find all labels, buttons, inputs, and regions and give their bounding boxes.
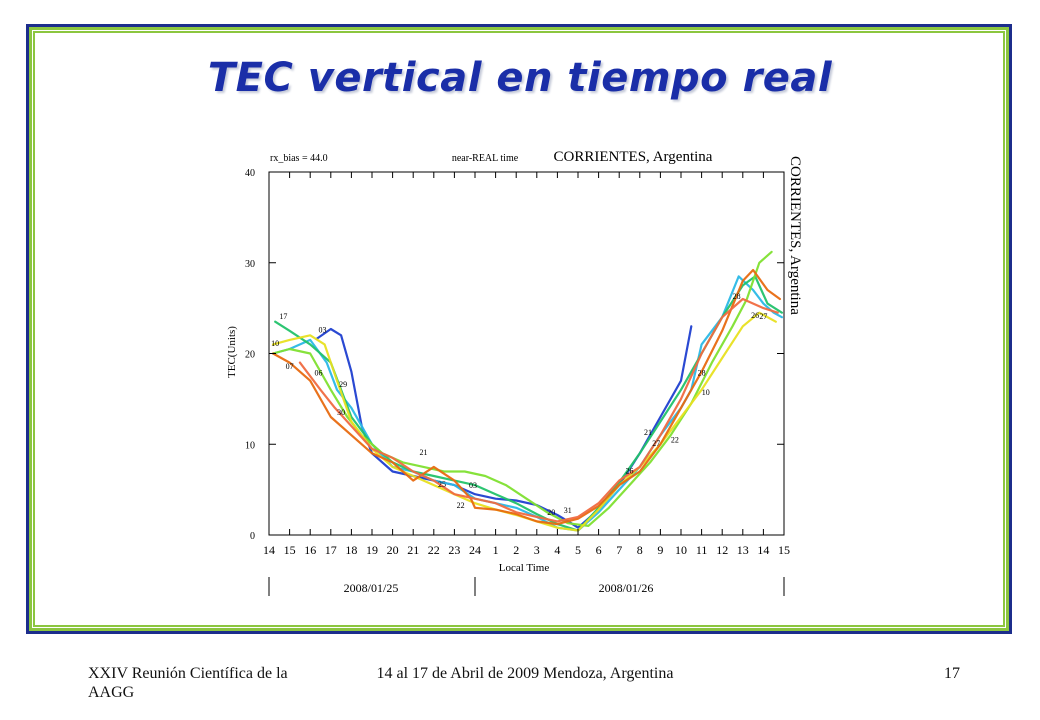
slide-frame-inner-border: [33, 31, 1005, 627]
x-tick-label: 23: [448, 543, 460, 557]
tec-chart: 17 10 03 07 06 29 30 21 25 03 22 20 31 26 27 22 21 28 10 26…: [210, 140, 830, 610]
y-tick-label: 30: [245, 259, 255, 270]
y-tick-label: 20: [245, 350, 255, 361]
x-tick-label: 9: [657, 543, 663, 557]
x-tick-label: 5: [575, 543, 581, 557]
x-tick-label: 17: [325, 543, 337, 557]
satellite-label: 28: [698, 368, 706, 377]
satellite-label: 27: [759, 312, 767, 321]
satellite-label: 21: [644, 428, 652, 437]
satellite-label: 29: [339, 380, 347, 389]
y-axis-label: TEC(Units): [226, 326, 238, 378]
satellite-label: 25: [438, 480, 446, 489]
x-tick-label: 15: [778, 543, 790, 557]
satellite-label: 27: [652, 439, 660, 448]
slide-frame: [26, 24, 1012, 634]
satellite-label: 03: [469, 481, 477, 490]
tec-series-3: [274, 275, 783, 532]
satellite-label: 28: [733, 292, 741, 301]
tec-series-4: [272, 250, 773, 527]
chart-header-left: rx_bias = 44.0: [270, 153, 328, 164]
y-tick-label: 10: [245, 440, 255, 451]
chart-header-center: near-REAL time: [452, 153, 519, 164]
x-tick-label: 11: [696, 543, 708, 557]
satellite-label: 17: [279, 312, 287, 321]
footer-left: XXIV Reunión Científica de la AAGG: [88, 665, 288, 701]
x-tick-label: 4: [554, 543, 560, 557]
satellite-label: 26: [626, 466, 634, 475]
satellite-label: 22: [671, 435, 679, 444]
satellite-label: 06: [314, 368, 322, 377]
x-tick-label: 3: [534, 543, 540, 557]
x-tick-label: 22: [428, 543, 440, 557]
x-tick-label: 8: [637, 543, 643, 557]
x-tick-label: 18: [345, 543, 357, 557]
satellite-label: 22: [457, 501, 465, 510]
satellite-label: 03: [319, 326, 327, 335]
page-number: 17: [944, 665, 960, 682]
x-tick-label: 21: [407, 543, 419, 557]
x-tick-label: 16: [304, 543, 316, 557]
chart-title: CORRIENTES, Argentina: [554, 149, 713, 165]
tec-series-2: [272, 275, 783, 532]
x-tick-label: 14: [263, 543, 275, 557]
x-tick-label: 24: [469, 543, 481, 557]
satellite-label: 31: [564, 506, 572, 515]
x-tick-label: 20: [387, 543, 399, 557]
tec-series-6: [272, 268, 781, 526]
slide-title: TEC vertical en tiempo real: [207, 55, 833, 101]
x-tick-label: 13: [737, 543, 749, 557]
x-tick-label: 19: [366, 543, 378, 557]
x-tick-label: 2: [513, 543, 519, 557]
satellite-label: 30: [337, 408, 345, 417]
x-tick-label: 7: [616, 543, 622, 557]
y-tick-label: 40: [245, 168, 255, 179]
footer-center: 14 al 17 de Abril de 2009 Mendoza, Argen…: [376, 665, 674, 682]
satellite-label: 10: [702, 388, 710, 397]
tec-series-7: [298, 297, 779, 523]
satellite-label: 20: [547, 508, 555, 517]
x-tick-label: 15: [284, 543, 296, 557]
date-label-1: 2008/01/25: [344, 581, 399, 595]
date-label-2: 2008/01/26: [599, 581, 654, 595]
satellite-label: 21: [420, 448, 428, 457]
y-tick-label: 0: [250, 531, 255, 542]
x-tick-label: 6: [596, 543, 602, 557]
satellite-label: 07: [286, 362, 294, 371]
x-axis-label: Local Time: [499, 562, 550, 574]
x-tick-label: 1: [493, 543, 499, 557]
satellite-label: 10: [271, 339, 279, 348]
satellite-label: 26: [751, 311, 759, 320]
x-tick-label: 14: [757, 543, 769, 557]
chart-side-label: CORRIENTES, Argentina: [787, 156, 803, 315]
x-tick-label: 12: [716, 543, 728, 557]
x-tick-label: 10: [675, 543, 687, 557]
